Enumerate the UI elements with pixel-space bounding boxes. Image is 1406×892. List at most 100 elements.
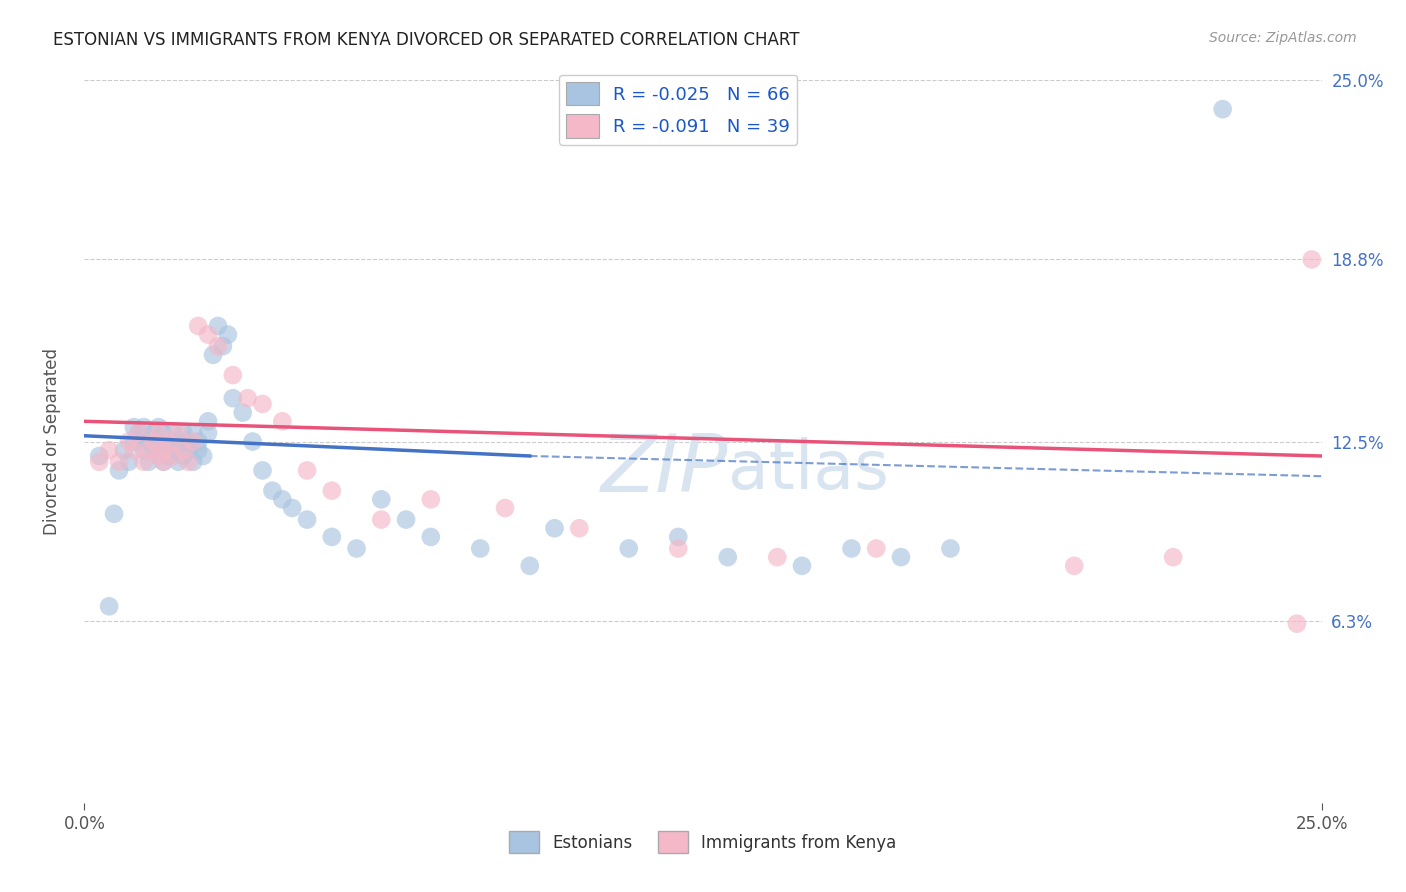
Point: [152, 443, 174, 458]
Point: [167, 455, 190, 469]
Point: [252, 397, 274, 411]
Point: [98, 599, 121, 614]
Point: [543, 521, 565, 535]
Point: [187, 443, 209, 458]
Point: [295, 463, 318, 477]
Point: [1212, 102, 1234, 116]
Point: [132, 443, 155, 458]
Point: [152, 425, 174, 440]
Point: [112, 443, 135, 458]
Point: [281, 501, 304, 516]
Point: [132, 455, 155, 469]
Point: [939, 541, 962, 556]
Point: [138, 434, 160, 449]
Point: [865, 541, 887, 556]
Point: [162, 443, 184, 458]
Point: [617, 541, 640, 556]
Point: [142, 443, 165, 458]
Point: [108, 463, 131, 477]
Point: [1161, 550, 1184, 565]
Point: [177, 455, 200, 469]
Point: [222, 368, 245, 382]
Point: [89, 455, 111, 469]
Point: [148, 420, 170, 434]
Point: [841, 541, 863, 556]
Point: [197, 327, 219, 342]
Point: [118, 434, 141, 449]
Point: [321, 530, 343, 544]
Point: [568, 521, 591, 535]
Point: [152, 455, 174, 469]
Point: [142, 434, 165, 449]
Point: [128, 425, 150, 440]
Point: [177, 443, 200, 458]
Point: [295, 512, 318, 526]
Point: [395, 512, 418, 526]
Point: [419, 530, 441, 544]
Point: [207, 339, 229, 353]
Point: [197, 414, 219, 428]
Point: [181, 425, 204, 440]
Point: [346, 541, 368, 556]
Point: [128, 425, 150, 440]
Point: [118, 455, 141, 469]
Point: [138, 455, 160, 469]
Point: [321, 483, 343, 498]
Point: [148, 425, 170, 440]
Point: [271, 492, 294, 507]
Point: [470, 541, 492, 556]
Text: Source: ZipAtlas.com: Source: ZipAtlas.com: [1209, 31, 1357, 45]
Y-axis label: Divorced or Separated: Divorced or Separated: [44, 348, 62, 535]
Point: [152, 455, 174, 469]
Point: [122, 443, 145, 458]
Point: [419, 492, 441, 507]
Point: [494, 501, 516, 516]
Point: [177, 434, 200, 449]
Point: [207, 318, 229, 333]
Point: [187, 434, 209, 449]
Point: [148, 449, 170, 463]
Point: [766, 550, 789, 565]
Point: [519, 558, 541, 573]
Point: [187, 318, 209, 333]
Point: [148, 449, 170, 463]
Point: [167, 434, 190, 449]
Point: [1301, 252, 1323, 267]
Point: [167, 425, 190, 440]
Point: [197, 425, 219, 440]
Text: ESTONIAN VS IMMIGRANTS FROM KENYA DIVORCED OR SEPARATED CORRELATION CHART: ESTONIAN VS IMMIGRANTS FROM KENYA DIVORC…: [53, 31, 800, 49]
Point: [1285, 616, 1308, 631]
Point: [132, 420, 155, 434]
Point: [148, 434, 170, 449]
Point: [157, 449, 180, 463]
Point: [252, 463, 274, 477]
Point: [217, 327, 239, 342]
Point: [172, 443, 194, 458]
Point: [666, 530, 689, 544]
Point: [202, 348, 225, 362]
Point: [890, 550, 912, 565]
Point: [157, 434, 180, 449]
Point: [103, 507, 125, 521]
Point: [232, 406, 254, 420]
Point: [222, 391, 245, 405]
Point: [1063, 558, 1085, 573]
Point: [108, 455, 131, 469]
Point: [262, 483, 284, 498]
Point: [172, 449, 194, 463]
Point: [162, 449, 184, 463]
Point: [142, 425, 165, 440]
Point: [191, 449, 214, 463]
Point: [98, 443, 121, 458]
Text: ZIP: ZIP: [600, 432, 728, 509]
Point: [370, 492, 392, 507]
Point: [122, 420, 145, 434]
Point: [181, 434, 204, 449]
Text: atlas: atlas: [728, 437, 889, 503]
Point: [790, 558, 813, 573]
Point: [172, 425, 194, 440]
Point: [181, 455, 204, 469]
Point: [152, 443, 174, 458]
Point: [157, 434, 180, 449]
Point: [138, 443, 160, 458]
